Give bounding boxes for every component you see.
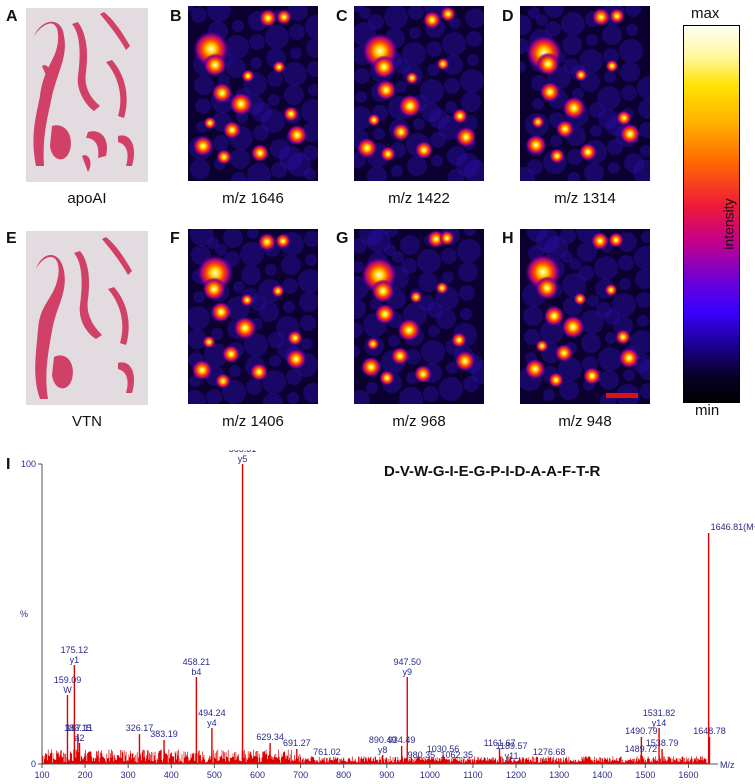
peak-label: 187.11 xyxy=(66,723,93,733)
peak-label: 629.34 xyxy=(256,732,284,742)
ion-label: y9 xyxy=(402,667,412,677)
caption-a: apoAI xyxy=(67,190,107,207)
panel-letter-h: H xyxy=(502,230,514,247)
y-axis-label: % xyxy=(20,609,28,619)
colorbar-min-label: min xyxy=(695,402,720,419)
x-tick-label: 800 xyxy=(336,770,351,780)
ms-image-1422 xyxy=(354,6,484,181)
peak-label: 183.15 xyxy=(64,723,92,733)
peak-label: 1030.56 xyxy=(427,744,460,754)
x-tick-label: 100 xyxy=(34,770,49,780)
ms-image-1406 xyxy=(188,229,318,404)
caption-d: m/z 1314 xyxy=(554,190,616,207)
peak-label: 934.49 xyxy=(388,735,416,745)
peptide-sequence: D-V-W-G-I-E-G-P-I-D-A-A-F-T-R xyxy=(384,463,601,480)
x-tick-label: 700 xyxy=(293,770,308,780)
peak-label: 1489.72 xyxy=(625,744,658,754)
caption-c: m/z 1422 xyxy=(388,190,450,207)
panel-letter-b: B xyxy=(170,8,182,25)
x-tick-label: 1500 xyxy=(635,770,655,780)
ion-label: y14 xyxy=(652,718,667,728)
ms-image-1646 xyxy=(188,6,318,181)
caption-b: m/z 1646 xyxy=(222,190,284,207)
peak-label: 691.27 xyxy=(283,738,311,748)
peak-label: 1646.81(M+H) + xyxy=(711,522,755,532)
ion-label: W xyxy=(63,685,72,695)
panel-letter-f: F xyxy=(170,230,180,247)
caption-f: m/z 1406 xyxy=(222,413,284,430)
x-tick-label: 600 xyxy=(250,770,265,780)
ms-image-948 xyxy=(520,229,650,404)
scale-bar xyxy=(606,393,638,398)
peak-label: 947.50 xyxy=(393,657,421,667)
histology-image-apoai xyxy=(22,6,152,184)
peak-label: 761.02 xyxy=(313,747,341,757)
peak-label: 1648.78 xyxy=(693,726,726,736)
peak-label: 326.17 xyxy=(126,723,154,733)
panel-letter-a: A xyxy=(6,8,18,25)
y-tick-label: 0 xyxy=(31,759,36,769)
colorbar-max-label: max xyxy=(691,5,720,22)
ion-label: y1 xyxy=(70,655,80,665)
x-tick-label: 300 xyxy=(121,770,136,780)
x-tick-label: 500 xyxy=(207,770,222,780)
histology-image-vtn xyxy=(22,229,152,407)
x-tick-label: 1600 xyxy=(678,770,698,780)
peak-label: 159.09 xyxy=(54,675,82,685)
intensity-colorbar xyxy=(683,25,740,403)
panel-letter-i: I xyxy=(6,456,11,473)
peak-label: 1276.68 xyxy=(533,747,566,757)
ion-label: y11 xyxy=(505,751,519,761)
y-tick-label: 100 xyxy=(21,459,36,469)
x-tick-label: 1200 xyxy=(506,770,526,780)
ms-image-1314 xyxy=(520,6,650,181)
peak-label: 494.24 xyxy=(198,708,226,718)
panel-letter-d: D xyxy=(502,8,514,25)
x-tick-label: 900 xyxy=(379,770,394,780)
peak-label: 383.19 xyxy=(150,729,178,739)
x-tick-label: 400 xyxy=(164,770,179,780)
ms-image-968 xyxy=(354,229,484,404)
peak-label: 1189.57 xyxy=(496,741,528,751)
panel-letter-e: E xyxy=(6,230,17,247)
peak-label: 1538.79 xyxy=(646,738,679,748)
peak-label: 980.35 xyxy=(408,750,436,760)
peak-label: 175.12 xyxy=(61,645,89,655)
peak-label: 1490.79 xyxy=(625,726,658,736)
colorbar-intensity-label: intensity xyxy=(720,198,737,250)
peak-label: 458.21 xyxy=(183,657,211,667)
ion-label: y8 xyxy=(378,745,388,755)
caption-g: m/z 968 xyxy=(392,413,446,430)
caption-h: m/z 948 xyxy=(558,413,612,430)
caption-e: VTN xyxy=(72,413,102,430)
panel-letter-c: C xyxy=(336,8,348,25)
x-tick-label: 200 xyxy=(78,770,93,780)
x-tick-label: 1000 xyxy=(420,770,440,780)
peak-label: 1531.82 xyxy=(643,708,676,718)
x-tick-label: 1300 xyxy=(549,770,569,780)
peak-label: 565.31 xyxy=(229,450,257,454)
x-axis-label: M/z xyxy=(720,760,735,770)
x-tick-label: 1100 xyxy=(463,770,482,780)
panel-letter-g: G xyxy=(336,230,349,247)
ion-label: y4 xyxy=(207,718,217,728)
ion-label: a2 xyxy=(75,733,85,743)
spectrum-noise xyxy=(41,749,708,764)
peak-label: 1062.35 xyxy=(440,750,473,760)
x-tick-label: 1400 xyxy=(592,770,612,780)
ion-label: y5 xyxy=(238,454,248,464)
peak-label: 890.49 xyxy=(369,735,397,745)
peak-label: 1161.67 xyxy=(484,738,516,748)
ion-label: b4 xyxy=(191,667,201,677)
